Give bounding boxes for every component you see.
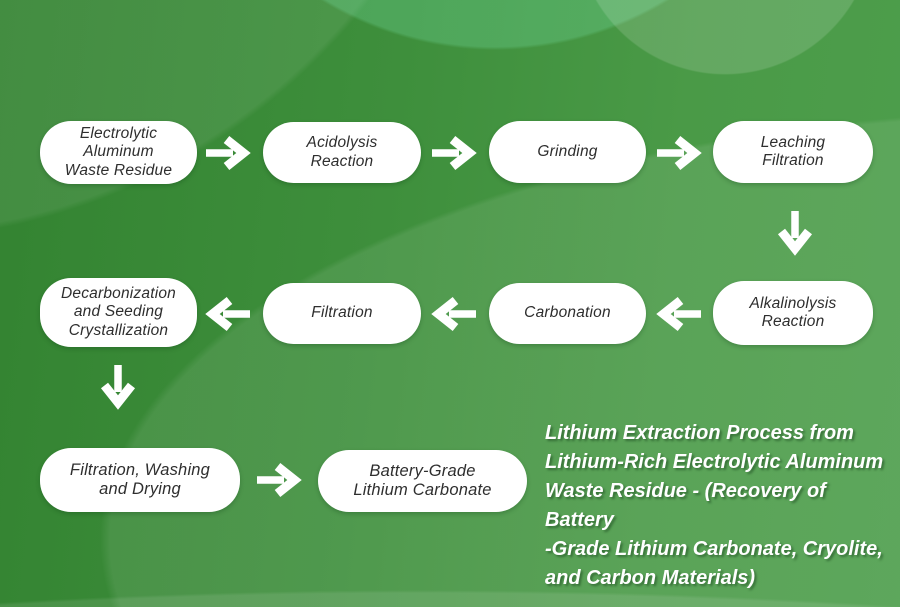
process-step-label: Electrolytic Aluminum Waste Residue <box>64 125 173 179</box>
process-step-label: Carbonation <box>524 304 611 322</box>
process-step-label: Filtration, Washing and Drying <box>69 460 211 498</box>
arrow-right-icon <box>655 135 703 171</box>
arrow-right-icon <box>204 135 252 171</box>
process-step-label: Alkalinolysis Reaction <box>749 294 837 330</box>
arrow-left-icon <box>655 296 703 332</box>
process-step-label: Decarbonization and Seeding Crystallizat… <box>60 285 176 339</box>
process-step-filtration-washing-drying: Filtration, Washing and Drying <box>40 448 240 512</box>
arrow-left-icon <box>204 296 252 332</box>
process-step-label: Leaching Filtration <box>760 133 826 169</box>
process-step-decarbonization-seeding-crystallization: Decarbonization and Seeding Crystallizat… <box>40 278 197 347</box>
process-step-grinding: Grinding <box>489 121 646 183</box>
process-step-label: Grinding <box>537 142 598 160</box>
process-step-electrolytic-aluminum-waste-residue: Electrolytic Aluminum Waste Residue <box>40 121 197 184</box>
process-step-label: Acidolysis Reaction <box>306 134 378 170</box>
process-step-label: Filtration <box>311 304 373 322</box>
diagram-caption: Lithium Extraction Process from Lithium-… <box>545 422 884 589</box>
arrow-down-icon <box>777 209 813 257</box>
process-step-battery-grade-lithium-carbonate: Battery-Grade Lithium Carbonate <box>318 450 527 512</box>
process-step-carbonation: Carbonation <box>489 283 646 344</box>
process-step-acidolysis-reaction: Acidolysis Reaction <box>263 122 421 183</box>
arrow-left-icon <box>430 296 478 332</box>
arrow-right-icon <box>255 462 303 498</box>
process-step-filtration: Filtration <box>263 283 421 344</box>
arrow-down-icon <box>100 363 136 411</box>
process-step-leaching-filtration: Leaching Filtration <box>713 121 873 183</box>
process-step-alkalinolysis-reaction: Alkalinolysis Reaction <box>713 281 873 345</box>
process-step-label: Battery-Grade Lithium Carbonate <box>353 461 492 499</box>
arrow-right-icon <box>430 135 478 171</box>
